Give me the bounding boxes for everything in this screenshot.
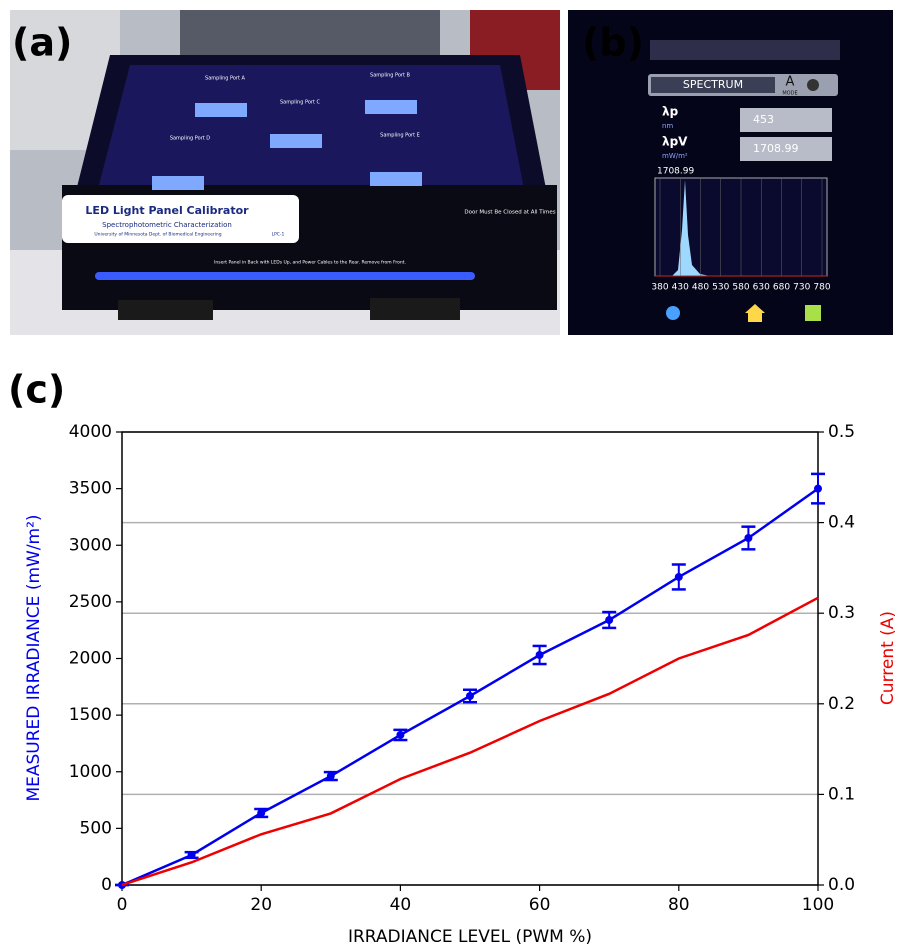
port-label: Sampling Port D bbox=[170, 136, 210, 142]
spectrum-axis-label: 730 bbox=[793, 283, 810, 293]
card-org: University of Minnesota Dept. of Biomedi… bbox=[94, 232, 221, 238]
port-label: Sampling Port C bbox=[280, 100, 320, 106]
y-tick-label: 1500 bbox=[69, 705, 112, 725]
power-unit: mW/m² bbox=[662, 152, 688, 160]
data-point bbox=[744, 534, 752, 542]
y2-tick-label: 0.1 bbox=[828, 784, 855, 804]
x-tick-label: 0 bbox=[117, 895, 128, 915]
y2-tick-label: 0.0 bbox=[828, 875, 855, 895]
plot-frame bbox=[122, 432, 818, 885]
spectrum-axis-label: 580 bbox=[732, 283, 749, 293]
port-label: Sampling Port B bbox=[370, 73, 410, 79]
led-glow bbox=[195, 103, 247, 117]
mode-letter: A bbox=[786, 75, 795, 90]
door-note: Door Must Be Closed at All Times bbox=[464, 210, 555, 216]
data-point bbox=[188, 851, 196, 859]
card-code: LPC-1 bbox=[272, 232, 285, 238]
x-tick-label: 100 bbox=[802, 895, 834, 915]
insert-note: Insert Panel in Back with LEDs Up, and P… bbox=[214, 260, 406, 266]
data-point bbox=[257, 809, 265, 817]
x-tick-label: 60 bbox=[529, 895, 551, 915]
figure: LED Light Panel Calibrator Spectrophotom… bbox=[0, 0, 904, 947]
peak-unit: nm bbox=[662, 122, 673, 130]
card-title: LED Light Panel Calibrator bbox=[85, 204, 249, 217]
panel-label: (c) bbox=[8, 368, 65, 412]
card-subtitle: Spectrophotometric Characterization bbox=[102, 221, 232, 229]
series-line bbox=[122, 598, 818, 885]
panel-label: (b) bbox=[582, 21, 644, 65]
y-tick-label: 1000 bbox=[69, 762, 112, 782]
y-tick-label: 3000 bbox=[69, 535, 112, 555]
peak-label: λp bbox=[662, 105, 679, 119]
led-glow bbox=[370, 172, 422, 186]
mode-button-text: SPECTRUM bbox=[683, 78, 743, 91]
data-point bbox=[396, 731, 404, 739]
spectrum-axis-label: 780 bbox=[813, 283, 830, 293]
panel-label: (a) bbox=[12, 21, 72, 65]
settings-icon bbox=[666, 306, 680, 320]
y-tick-label: 2000 bbox=[69, 649, 112, 669]
data-point bbox=[814, 485, 822, 493]
peak-value: 453 bbox=[753, 113, 774, 126]
mode-word: MODE bbox=[782, 91, 797, 97]
hinge bbox=[118, 300, 213, 320]
power-value: 1708.99 bbox=[753, 142, 799, 155]
y-tick-label: 4000 bbox=[69, 422, 112, 442]
data-point bbox=[605, 616, 613, 624]
y2-tick-label: 0.2 bbox=[828, 694, 855, 714]
spectrum-axis-label: 380 bbox=[651, 283, 668, 293]
spectrum-axis-label: 680 bbox=[773, 283, 790, 293]
y-tick-label: 500 bbox=[80, 818, 112, 838]
icon bbox=[807, 79, 819, 91]
port-label: Sampling Port A bbox=[205, 76, 245, 82]
led-glow bbox=[152, 176, 204, 190]
y2-tick-label: 0.4 bbox=[828, 513, 855, 533]
x-tick-label: 40 bbox=[390, 895, 412, 915]
hinge bbox=[370, 298, 460, 320]
save-icon bbox=[805, 305, 821, 321]
y2-tick-label: 0.3 bbox=[828, 603, 855, 623]
front-slot bbox=[95, 272, 475, 280]
spectrum-axis-label: 480 bbox=[692, 283, 709, 293]
series-line bbox=[122, 489, 818, 885]
x-tick-label: 20 bbox=[250, 895, 272, 915]
data-point bbox=[466, 692, 474, 700]
y-tick-label: 3500 bbox=[69, 479, 112, 499]
port-label: Sampling Port E bbox=[380, 133, 420, 139]
led-glow bbox=[365, 100, 417, 114]
data-point bbox=[675, 573, 683, 581]
y2-axis-label: Current (A) bbox=[878, 611, 898, 705]
y2-tick-label: 0.5 bbox=[828, 422, 855, 442]
y-tick-label: 2500 bbox=[69, 592, 112, 612]
graph-max: 1708.99 bbox=[657, 167, 694, 177]
power-label: λpV bbox=[662, 135, 688, 149]
photo-a: LED Light Panel Calibrator Spectrophotom… bbox=[10, 10, 560, 335]
spectrum-axis-label: 630 bbox=[753, 283, 770, 293]
reflection bbox=[650, 40, 840, 60]
led-glow bbox=[270, 134, 322, 148]
x-axis-label: IRRADIANCE LEVEL (PWM %) bbox=[348, 927, 592, 947]
x-tick-label: 80 bbox=[668, 895, 690, 915]
data-point bbox=[536, 651, 544, 659]
y-axis-label: MEASURED IRRADIANCE (mW/m²) bbox=[24, 514, 44, 801]
data-point bbox=[327, 772, 335, 780]
instrument bbox=[180, 10, 440, 55]
spectrum-axis-label: 430 bbox=[672, 283, 689, 293]
plot: 050010001500200025003000350040000.00.10.… bbox=[69, 422, 855, 915]
spectrum-axis-label: 530 bbox=[712, 283, 729, 293]
y-tick-label: 0 bbox=[101, 875, 112, 895]
